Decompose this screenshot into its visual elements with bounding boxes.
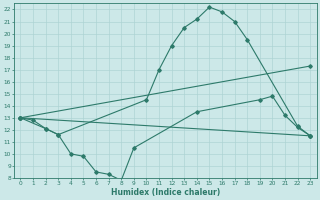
X-axis label: Humidex (Indice chaleur): Humidex (Indice chaleur) xyxy=(111,188,220,197)
